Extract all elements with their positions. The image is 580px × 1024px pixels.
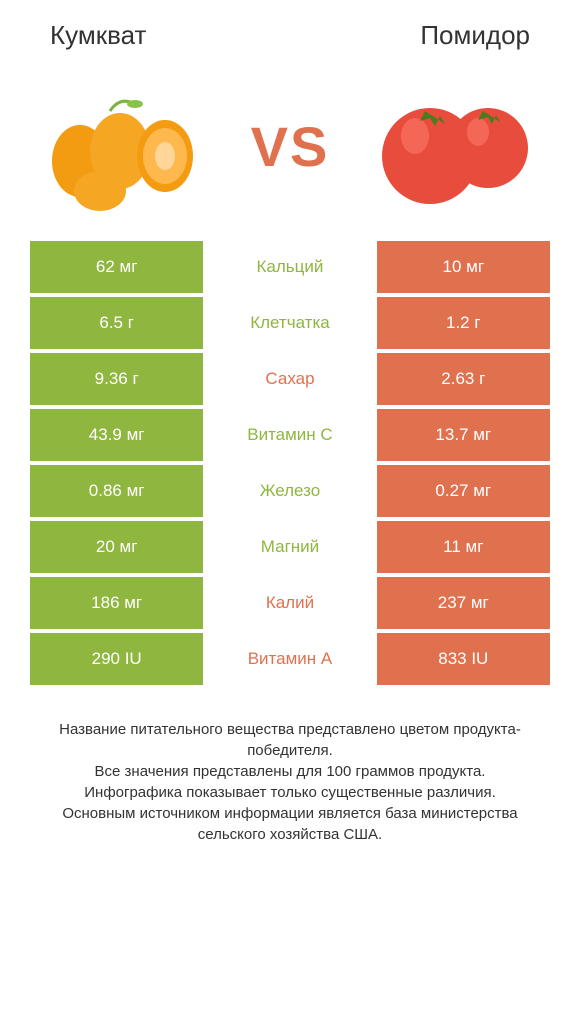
nutrient-name: Клетчатка xyxy=(203,297,376,349)
nutrient-row: 62 мгКальций10 мг xyxy=(30,241,550,293)
tomato-image xyxy=(370,71,540,221)
nutrient-right-value: 11 мг xyxy=(377,521,550,573)
nutrient-left-value: 6.5 г xyxy=(30,297,203,349)
right-food-title: Помидор xyxy=(420,20,530,51)
left-food-title: Кумкват xyxy=(50,20,146,51)
kumquat-image xyxy=(40,71,210,221)
nutrient-right-value: 237 мг xyxy=(377,577,550,629)
nutrient-row: 186 мгКалий237 мг xyxy=(30,577,550,629)
nutrient-name: Кальций xyxy=(203,241,376,293)
nutrient-name: Витамин A xyxy=(203,633,376,685)
nutrient-table: 62 мгКальций10 мг6.5 гКлетчатка1.2 г9.36… xyxy=(0,241,580,689)
nutrient-row: 0.86 мгЖелезо0.27 мг xyxy=(30,465,550,517)
vs-label: VS xyxy=(251,114,330,179)
nutrient-name: Витамин C xyxy=(203,409,376,461)
nutrient-name: Калий xyxy=(203,577,376,629)
nutrient-right-value: 0.27 мг xyxy=(377,465,550,517)
nutrient-right-value: 1.2 г xyxy=(377,297,550,349)
footer-line-3: Инфографика показывает только существенн… xyxy=(30,782,550,803)
nutrient-right-value: 2.63 г xyxy=(377,353,550,405)
nutrient-row: 43.9 мгВитамин C13.7 мг xyxy=(30,409,550,461)
nutrient-left-value: 9.36 г xyxy=(30,353,203,405)
nutrient-row: 9.36 гСахар2.63 г xyxy=(30,353,550,405)
nutrient-left-value: 20 мг xyxy=(30,521,203,573)
nutrient-name: Сахар xyxy=(203,353,376,405)
nutrient-row: 6.5 гКлетчатка1.2 г xyxy=(30,297,550,349)
nutrient-row: 290 IUВитамин A833 IU xyxy=(30,633,550,685)
images-row: VS xyxy=(0,61,580,241)
footer-line-4: Основным источником информации является … xyxy=(30,803,550,845)
nutrient-row: 20 мгМагний11 мг xyxy=(30,521,550,573)
footer-line-1: Название питательного вещества представл… xyxy=(30,719,550,761)
nutrient-left-value: 186 мг xyxy=(30,577,203,629)
nutrient-left-value: 62 мг xyxy=(30,241,203,293)
header-row: Кумкват Помидор xyxy=(0,0,580,61)
nutrient-left-value: 43.9 мг xyxy=(30,409,203,461)
footer-note: Название питательного вещества представл… xyxy=(0,689,580,845)
nutrient-left-value: 290 IU xyxy=(30,633,203,685)
footer-line-2: Все значения представлены для 100 граммо… xyxy=(30,761,550,782)
nutrient-right-value: 13.7 мг xyxy=(377,409,550,461)
nutrient-right-value: 833 IU xyxy=(377,633,550,685)
nutrient-left-value: 0.86 мг xyxy=(30,465,203,517)
nutrient-name: Железо xyxy=(203,465,376,517)
nutrient-name: Магний xyxy=(203,521,376,573)
infographic-container: Кумкват Помидор VS xyxy=(0,0,580,1024)
nutrient-right-value: 10 мг xyxy=(377,241,550,293)
